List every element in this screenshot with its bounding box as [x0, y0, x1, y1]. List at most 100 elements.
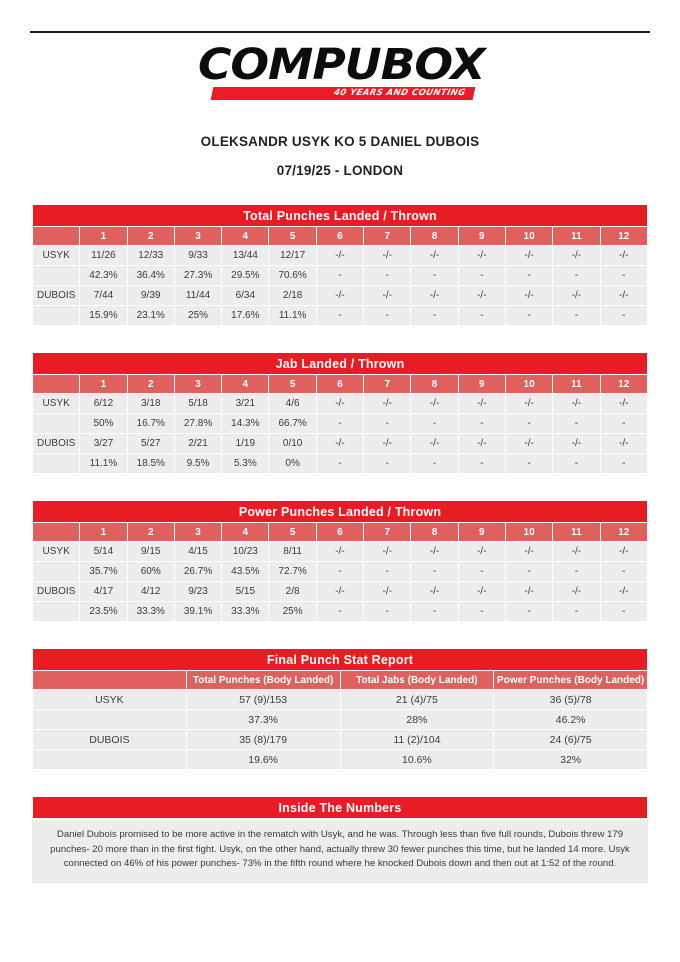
notes-title: Inside The Numbers: [33, 797, 647, 818]
fighter-name: DUBOIS: [33, 582, 80, 601]
percent-cell-round-8: -: [411, 266, 458, 285]
round-header-5: 5: [269, 523, 316, 541]
stat-cell-round-11: -/-: [553, 246, 600, 265]
percent-row-label: [33, 602, 80, 621]
table-header-row: 1 2 3 4 5 6 7 8 9 10 11 12: [33, 227, 647, 245]
percent-cell-round-10: -: [505, 414, 553, 433]
table-row: Inside The Numbers: [33, 797, 647, 818]
stat-cell-round-12: -/-: [600, 542, 647, 561]
stat-cell-round-5: 0/10: [269, 434, 316, 453]
percent-row-label: [33, 414, 80, 433]
percent-cell-round-8: -: [411, 306, 458, 325]
percent-cell-round-9: -: [458, 602, 505, 621]
table-row: 15.9% 23.1% 25% 17.6% 11.1% - - - - - - -: [33, 306, 647, 325]
round-header-1: 1: [80, 375, 127, 393]
percent-cell-round-7: -: [364, 602, 411, 621]
stat-cell-round-11: -/-: [553, 394, 600, 413]
percent-cell-round-1: 42.3%: [80, 266, 127, 285]
round-header-10: 10: [505, 523, 553, 541]
table-title: Jab Landed / Thrown: [33, 353, 647, 374]
percent-cell-round-3: 25%: [174, 306, 222, 325]
fighter-name: DUBOIS: [33, 730, 186, 749]
stat-cell-round-4: 5/15: [222, 582, 269, 601]
percent-cell-round-3: 9.5%: [174, 454, 222, 473]
stat-cell-round-2: 3/18: [127, 394, 174, 413]
fighter-name: USYK: [33, 542, 80, 561]
stat-cell-round-10: -/-: [505, 246, 553, 265]
percent-cell-round-11: -: [553, 266, 600, 285]
table-row: 35.7% 60% 26.7% 43.5% 72.7% - - - - - - -: [33, 562, 647, 581]
stat-cell-round-10: -/-: [505, 286, 553, 305]
percent-cell-round-4: 43.5%: [222, 562, 269, 581]
percent-cell-round-8: -: [411, 414, 458, 433]
table-row: DUBOIS 7/44 9/39 11/44 6/34 2/18 -/- -/- -/- -/- -…: [33, 286, 647, 305]
percent-cell-round-2: 23.1%: [127, 306, 174, 325]
fight-title: OLEKSANDR USYK KO 5 DANIEL DUBOIS: [200, 134, 480, 149]
stat-cell-round-4: 3/21: [222, 394, 269, 413]
percent-cell-round-8: -: [411, 454, 458, 473]
percent-cell-round-6: -: [316, 266, 364, 285]
round-header-8: 8: [411, 227, 458, 245]
round-header-10: 10: [505, 375, 553, 393]
table-row: DUBOIS 3/27 5/27 2/21 1/19 0/10 -/- -/- -/- -/- -/…: [33, 434, 647, 453]
final-stat-cell-1: 57 (9)/153: [186, 690, 340, 709]
final-column-header-3: Power Punches (Body Landed): [494, 671, 647, 689]
percent-cell-round-8: -: [411, 562, 458, 581]
round-header-5: 5: [269, 227, 316, 245]
round-header-12: 12: [600, 523, 647, 541]
round-header-9: 9: [458, 227, 505, 245]
fight-date-location: 07/19/25 - LONDON: [276, 163, 404, 178]
percent-cell-round-5: 70.6%: [269, 266, 316, 285]
table-title: Total Punches Landed / Thrown: [33, 205, 647, 226]
table-title-row: Power Punches Landed / Thrown: [33, 501, 647, 522]
stat-cell-round-8: -/-: [411, 582, 458, 601]
stat-cell-round-8: -/-: [411, 246, 458, 265]
stat-cell-round-8: -/-: [411, 394, 458, 413]
stat-cell-round-10: -/-: [505, 394, 553, 413]
percent-cell-round-1: 50%: [80, 414, 127, 433]
percent-cell-round-12: -: [600, 602, 647, 621]
logo-tagline: 40 YEARS AND COUNTING: [333, 88, 467, 98]
percent-cell-round-5: 66.7%: [269, 414, 316, 433]
percent-cell-round-5: 0%: [269, 454, 316, 473]
table-row: 50% 16.7% 27.8% 14.3% 66.7% - - - - - - -: [33, 414, 647, 433]
stat-cell-round-9: -/-: [458, 434, 505, 453]
fighter-name: USYK: [33, 394, 80, 413]
round-header-7: 7: [364, 375, 411, 393]
stat-cell-round-7: -/-: [364, 582, 411, 601]
final-percent-cell-3: 46.2%: [494, 710, 647, 729]
stat-cell-round-3: 2/21: [174, 434, 222, 453]
percent-cell-round-1: 23.5%: [80, 602, 127, 621]
stat-cell-round-9: -/-: [458, 542, 505, 561]
percent-cell-round-7: -: [364, 454, 411, 473]
stat-cell-round-5: 8/11: [269, 542, 316, 561]
table-header-row: 1 2 3 4 5 6 7 8 9 10 11 12: [33, 523, 647, 541]
percent-cell-round-1: 35.7%: [80, 562, 127, 581]
stat-table: Jab Landed / Thrown 1 2 3 4 5 6 7 8 9 10 11 12 USYK 6/…: [32, 352, 648, 474]
percent-row-label: [33, 750, 186, 769]
percent-cell-round-9: -: [458, 562, 505, 581]
percent-cell-round-4: 17.6%: [222, 306, 269, 325]
percent-cell-round-5: 25%: [269, 602, 316, 621]
percent-row-label: [33, 266, 80, 285]
percent-cell-round-11: -: [553, 562, 600, 581]
round-header-6: 6: [316, 523, 364, 541]
percent-cell-round-3: 27.3%: [174, 266, 222, 285]
fighter-column-header: [33, 375, 80, 393]
table-title-row: Final Punch Stat Report: [33, 649, 647, 670]
top-divider-rule: [30, 31, 650, 33]
stat-cell-round-5: 4/6: [269, 394, 316, 413]
table-row: DUBOIS 4/17 4/12 9/23 5/15 2/8 -/- -/- -/- -/- -/-…: [33, 582, 647, 601]
percent-cell-round-6: -: [316, 306, 364, 325]
percent-row-label: [33, 562, 80, 581]
stat-cell-round-1: 5/14: [80, 542, 127, 561]
percent-cell-round-3: 26.7%: [174, 562, 222, 581]
fighter-name: USYK: [33, 690, 186, 709]
percent-cell-round-11: -: [553, 306, 600, 325]
percent-cell-round-2: 60%: [127, 562, 174, 581]
final-report-block: Final Punch Stat Report Total Punches (Bo…: [32, 648, 648, 770]
stat-cell-round-8: -/-: [411, 286, 458, 305]
final-percent-cell-1: 37.3%: [186, 710, 340, 729]
stat-cell-round-6: -/-: [316, 246, 364, 265]
final-stat-cell-2: 21 (4)/75: [340, 690, 494, 709]
